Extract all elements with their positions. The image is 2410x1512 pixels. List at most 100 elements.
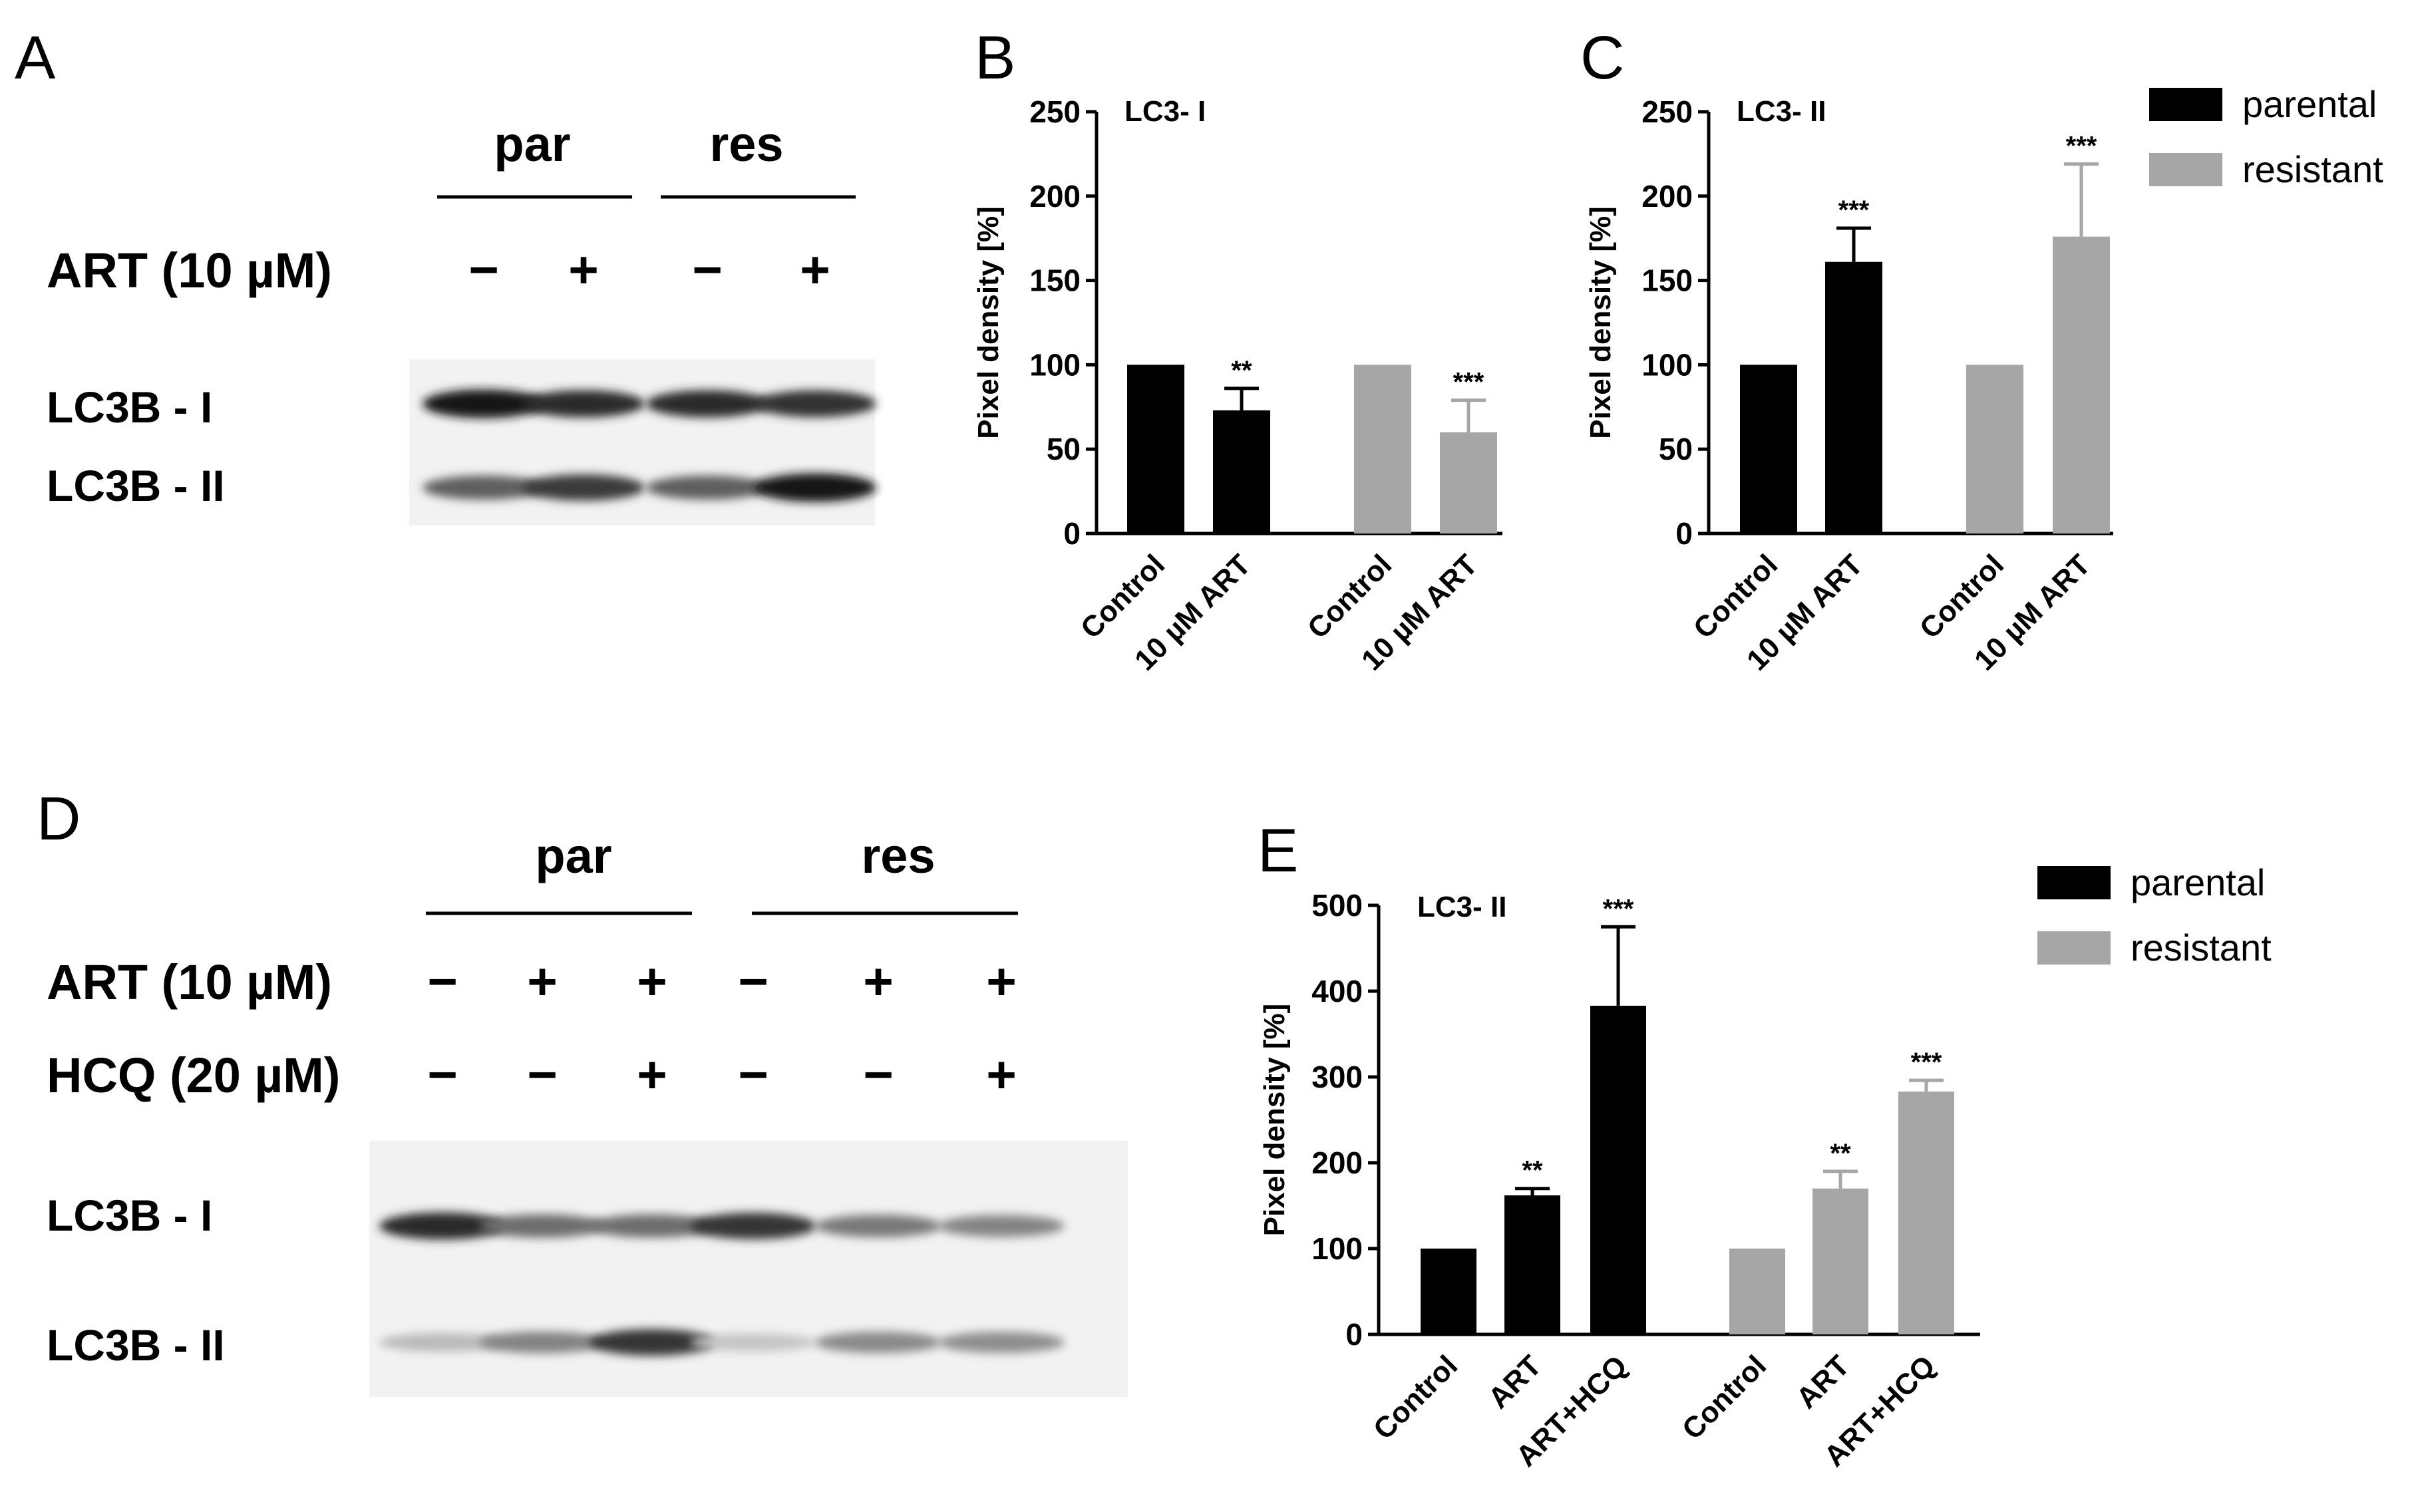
chart-title: LC3- II: [1417, 891, 1506, 923]
blot-band: [522, 390, 645, 418]
bar: [1421, 1249, 1476, 1334]
legend-label: resistant: [2242, 148, 2383, 190]
blot-sign: −: [527, 1045, 558, 1104]
blot-sign: −: [692, 240, 723, 299]
y-tick-label: 250: [1641, 94, 1693, 129]
legend-label: parental: [2242, 83, 2377, 125]
panel-letter-e: E: [1258, 817, 1298, 885]
x-category-label: ART: [1482, 1349, 1548, 1415]
bar: [2053, 236, 2110, 533]
blot-band-label: LC3B - II: [47, 1320, 225, 1370]
significance-label: ***: [1603, 894, 1634, 923]
legend-top: parental resistant: [2149, 83, 2383, 190]
blot-group-label: par: [535, 828, 611, 883]
blot-band: [754, 473, 876, 502]
blot-band: [479, 1331, 605, 1354]
blot-band: [815, 1331, 942, 1354]
legend-swatch: [2149, 153, 2222, 186]
legend-swatch: [2037, 866, 2111, 899]
blot-band-label: LC3B - I: [47, 382, 212, 432]
chart-title: LC3- I: [1124, 95, 1206, 128]
bar: [1898, 1091, 1954, 1334]
y-axis-title: Pixel density [%]: [972, 206, 1005, 439]
y-axis-title: Pixel density [%]: [1584, 206, 1617, 439]
y-tick-label: 50: [1047, 432, 1081, 466]
y-tick-label: 0: [1345, 1317, 1363, 1352]
y-tick-label: 200: [1641, 179, 1693, 214]
chart-e-lc3-ii-hcq: 0 100 200 300 400 500 Pixel density [%] LC3- II…: [1258, 888, 1980, 1473]
blot-sign: +: [637, 952, 667, 1010]
y-tick-label: 150: [1029, 263, 1081, 298]
y-tick-label: 100: [1311, 1231, 1363, 1266]
y-tick-label: 100: [1029, 347, 1081, 382]
chart-title: LC3- II: [1737, 95, 1826, 128]
blot-group-label: par: [494, 116, 570, 172]
blot-band: [690, 1333, 816, 1352]
western-blot-a: par res ART (10 µM) − + − + LC3B - I LC3B - II: [47, 116, 876, 526]
blot-band: [589, 1214, 715, 1238]
panel-letter-a: A: [15, 24, 56, 92]
blot-band: [589, 1328, 715, 1356]
blot-sign: +: [863, 952, 894, 1010]
blot-sign: −: [427, 952, 458, 1010]
bar: [1966, 365, 2023, 533]
significance-label: **: [1522, 1156, 1543, 1185]
bar: [1590, 1005, 1646, 1334]
blot-sign: −: [863, 1045, 894, 1104]
bar: [1354, 365, 1411, 533]
bar: [1812, 1188, 1868, 1334]
blot-band-label: LC3B - II: [47, 461, 225, 510]
blot-sign: −: [427, 1045, 458, 1104]
blot-band: [815, 1214, 942, 1238]
western-blot-d: par res ART (10 µM) − + + − + + HCQ (20 µM) − − + − − +…: [47, 828, 1128, 1397]
blot-sign: −: [468, 240, 499, 299]
legend-label: parental: [2131, 861, 2265, 903]
blot-band: [938, 1215, 1065, 1237]
x-category-label: Control: [1676, 1349, 1773, 1445]
y-tick-label: 200: [1029, 179, 1081, 214]
blot-group-label: res: [709, 116, 783, 172]
y-tick-label: 400: [1311, 974, 1363, 1008]
y-tick-label: 0: [1675, 516, 1693, 551]
blot-sign: +: [800, 240, 830, 299]
x-category-label: Control: [1367, 1349, 1464, 1445]
blot-band: [379, 1332, 506, 1352]
significance-label: ***: [2066, 132, 2097, 161]
y-axis-title: Pixel density [%]: [1258, 1004, 1291, 1237]
blot-band: [379, 1212, 506, 1240]
panel-letter-b: B: [975, 24, 1015, 92]
significance-label: ***: [1838, 196, 1870, 225]
significance-label: **: [1231, 356, 1252, 385]
blot-band: [690, 1212, 816, 1240]
blot-band: [479, 1214, 605, 1238]
blot-band: [423, 475, 545, 500]
y-tick-label: 500: [1311, 888, 1363, 923]
y-tick-label: 200: [1311, 1145, 1363, 1180]
blot-sign: +: [637, 1045, 667, 1104]
blot-treatment-label: ART (10 µM): [47, 243, 332, 298]
bar: [1729, 1249, 1785, 1334]
legend-swatch: [2037, 931, 2111, 965]
blot-group-label: res: [861, 828, 935, 883]
bar: [1213, 410, 1270, 533]
blot-band: [522, 474, 645, 501]
significance-label: **: [1830, 1139, 1851, 1168]
blot-treatment-label: HCQ (20 µM): [47, 1048, 340, 1103]
y-tick-label: 50: [1659, 432, 1693, 466]
y-tick-label: 0: [1063, 516, 1081, 551]
blot-band: [646, 390, 769, 418]
blot-band: [938, 1331, 1065, 1354]
y-tick-label: 100: [1641, 347, 1693, 382]
blot-sign: −: [738, 1045, 769, 1104]
blot-band: [646, 475, 769, 500]
blot-band-label: LC3B - I: [47, 1191, 212, 1240]
bar: [1504, 1195, 1560, 1334]
legend-label: resistant: [2131, 927, 2272, 969]
y-tick-label: 250: [1029, 94, 1081, 129]
legend-swatch: [2149, 88, 2222, 121]
blot-treatment-label: ART (10 µM): [47, 955, 332, 1010]
panel-letter-c: C: [1580, 24, 1624, 92]
bar: [1740, 365, 1797, 533]
